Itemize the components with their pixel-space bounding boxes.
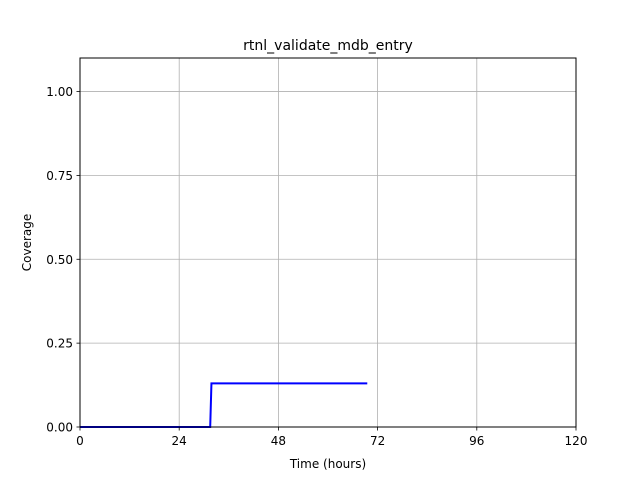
y-tick-label: 0.75	[46, 169, 73, 183]
x-axis-label: Time (hours)	[289, 457, 366, 471]
y-tick-label: 0.25	[46, 337, 73, 351]
y-tick-label: 1.00	[46, 85, 73, 99]
x-tick-label: 24	[172, 434, 187, 448]
y-tick-label: 0.50	[46, 253, 73, 267]
x-tick-label: 48	[271, 434, 286, 448]
plot-frame	[79, 57, 577, 428]
x-tick-label: 72	[370, 434, 385, 448]
x-tick-label: 0	[76, 434, 84, 448]
x-axis-ticks: 0 24 48 72 96 120	[76, 427, 587, 448]
grid-lines	[79, 58, 577, 428]
x-tick-label: 96	[469, 434, 484, 448]
y-axis-label: Coverage	[20, 214, 34, 272]
chart-title: rtnl_validate_mdb_entry	[243, 38, 413, 54]
y-tick-label: 0.00	[46, 421, 73, 435]
y-axis-ticks: 0.00 0.25 0.50 0.75 1.00	[46, 85, 80, 435]
x-tick-label: 120	[565, 434, 588, 448]
plot-area	[80, 58, 576, 427]
